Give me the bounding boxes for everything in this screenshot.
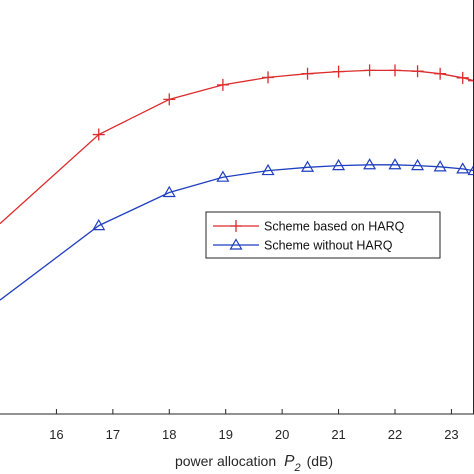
x-tick-label: 16 [49,427,63,442]
plot-area [0,0,474,414]
data-point [92,218,106,231]
data-point [216,78,229,91]
data-point [467,163,474,176]
series-layer [0,64,474,301]
x-axis-ticks: 16 17 18 19 20 21 22 23 [49,409,459,442]
x-axis-label-var: P [284,453,295,470]
data-point [216,170,230,182]
data-point [163,93,176,106]
x-tick-label: 18 [162,427,176,442]
data-point [332,65,345,78]
legend-box [205,211,441,259]
data-point [456,71,469,84]
x-axis-label-unit: (dB) [307,453,333,469]
data-point [456,162,470,174]
x-tick-label: 20 [275,427,289,442]
legend-entry-no-harq: Scheme without HARQ [213,238,393,253]
legend-label-harq: Scheme based on HARQ [264,220,405,234]
data-point [433,160,447,172]
data-point [388,158,402,170]
x-axis-label-prefix: power allocation [175,453,276,469]
data-point [261,163,275,176]
data-point [332,158,346,171]
legend: Scheme based on HARQ Scheme without HARQ [205,211,441,259]
series-2 [0,158,474,301]
x-tick-label: 21 [331,427,345,442]
series-line [0,164,474,301]
x-tick-label: 23 [444,427,458,442]
x-axis-label-sub: 2 [293,462,300,474]
data-point [468,74,474,87]
legend-plus-marker [230,220,242,232]
data-point [262,71,275,84]
data-point [162,185,176,198]
data-point [363,158,377,170]
data-point [363,64,376,77]
data-point [301,67,314,80]
x-tick-label: 17 [106,427,120,442]
legend-label-no-harq: Scheme without HARQ [264,239,393,253]
x-tick-label: 19 [218,427,232,442]
data-point [411,65,424,78]
legend-triangle-marker [229,238,243,250]
data-point [300,160,315,172]
data-point [92,128,105,141]
data-point [434,67,447,80]
x-tick-label: 22 [388,427,402,442]
legend-entry-harq: Scheme based on HARQ [213,220,405,234]
x-axis-label: power allocation P2 (dB) [175,453,333,474]
data-point [389,64,401,77]
series-1 [0,64,474,225]
data-point [411,158,425,171]
